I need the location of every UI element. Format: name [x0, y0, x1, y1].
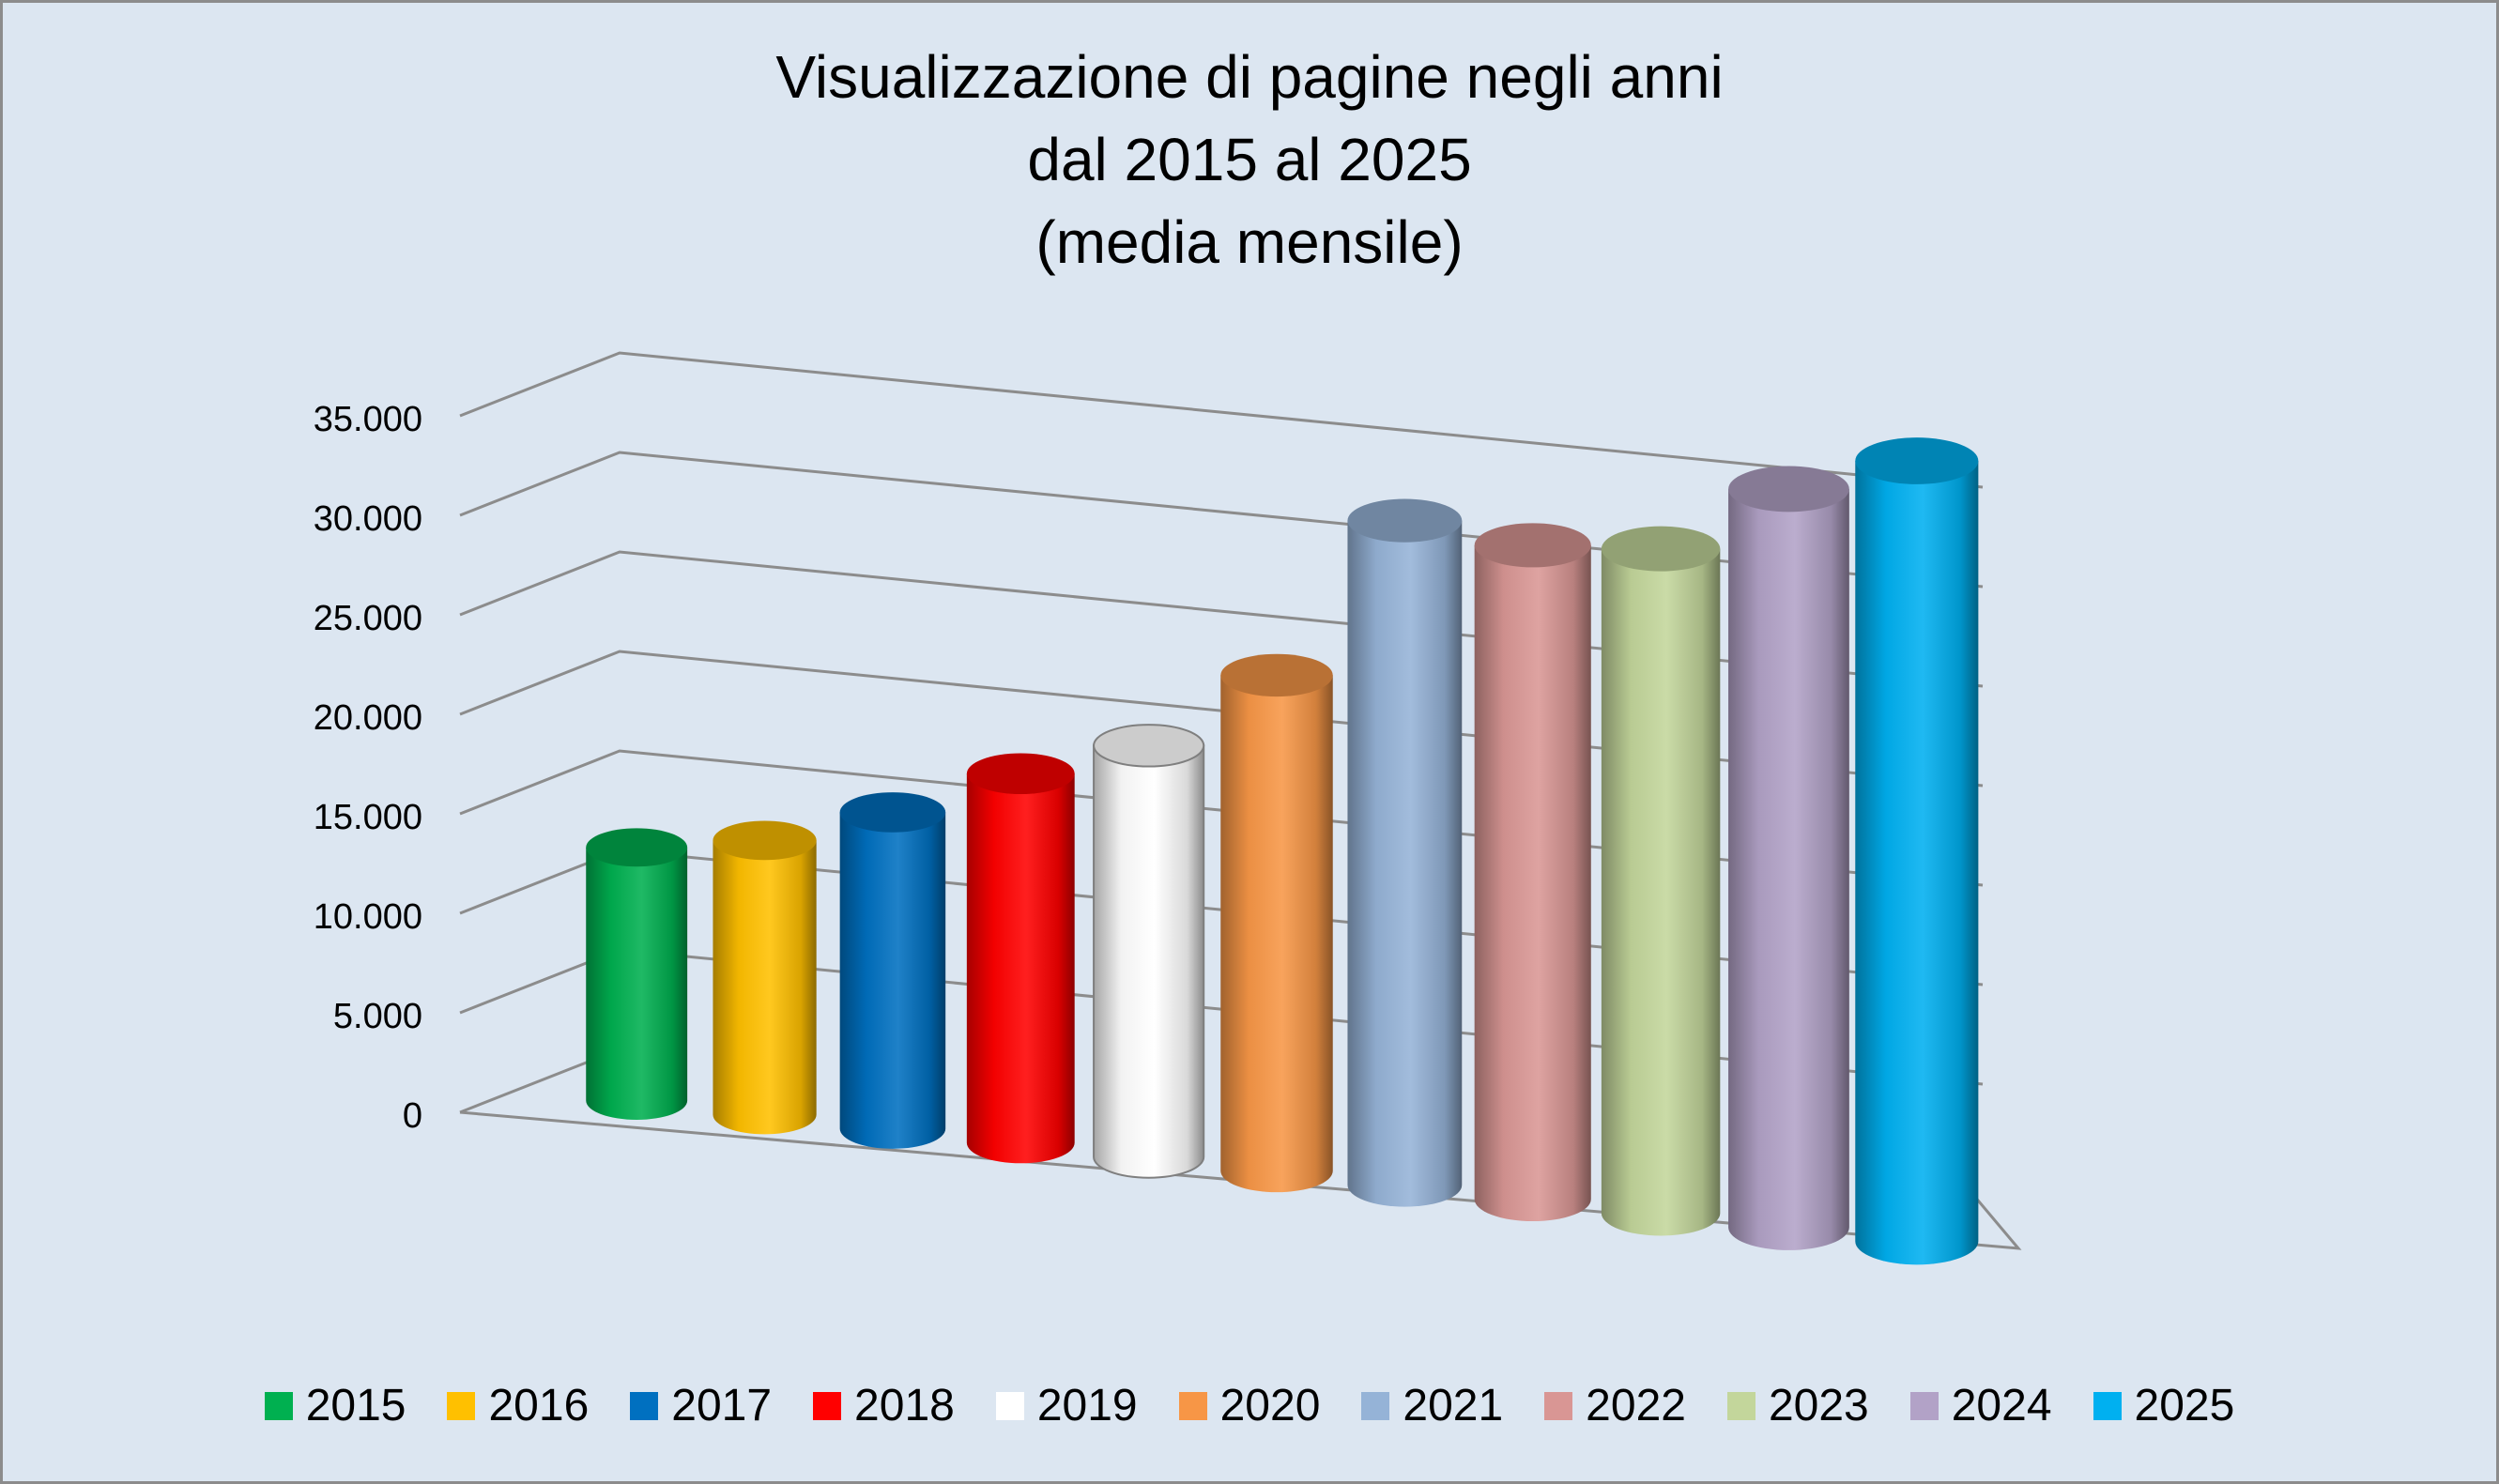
- legend-item-2022: 2022: [1544, 1380, 1686, 1431]
- legend-swatch: [1909, 1391, 1939, 1420]
- bar-body: [966, 773, 1075, 1164]
- bar-body: [1093, 744, 1205, 1179]
- legend-label: 2021: [1403, 1381, 1504, 1430]
- bar-body: [839, 812, 946, 1149]
- bar-top: [966, 753, 1075, 795]
- legend-item-2019: 2019: [995, 1380, 1138, 1431]
- legend: 2015 2016 2017 2018 2019 2020 2021 2022 2023 2024…: [0, 1380, 2499, 1431]
- bar-2021: [1347, 498, 1463, 1207]
- chart-title-line-1: Visualizzazione di pagine negli anni: [775, 43, 1724, 111]
- y-axis-ticks: 0 5.000 10.000 15.000 20.000 25.000 30.000 35.0…: [314, 400, 422, 1136]
- bar-2015: [586, 828, 688, 1120]
- legend-swatch: [1544, 1391, 1573, 1420]
- bar-2016: [713, 820, 817, 1135]
- legend-swatch: [1178, 1391, 1207, 1420]
- legend-swatch: [2093, 1391, 2122, 1420]
- bar-2024: [1728, 466, 1849, 1250]
- bar-body: [713, 840, 817, 1135]
- legend-swatch: [995, 1391, 1024, 1420]
- y-tick-label: 10.000: [314, 897, 422, 937]
- bar-top: [1220, 653, 1333, 697]
- y-tick-label: 5.000: [333, 997, 422, 1036]
- legend-label: 2022: [1586, 1381, 1686, 1430]
- bar-top: [839, 792, 946, 833]
- chart-title-line-3: (media mensile): [1035, 208, 1464, 276]
- bar-body: [1220, 675, 1333, 1193]
- legend-label: 2024: [1951, 1381, 2052, 1430]
- bar-top: [1601, 526, 1721, 572]
- bar-2025: [1855, 437, 1979, 1265]
- bar-top: [1474, 523, 1591, 568]
- legend-item-2016: 2016: [447, 1380, 589, 1431]
- bar-body: [1728, 488, 1849, 1250]
- legend-item-2020: 2020: [1178, 1380, 1321, 1431]
- bar-top: [1728, 466, 1849, 513]
- legend-label: 2019: [1036, 1381, 1138, 1430]
- floor-outline: [459, 1110, 2022, 1250]
- y-tick-label: 15.000: [314, 798, 422, 837]
- bar-top: [586, 828, 688, 867]
- legend-item-2018: 2018: [813, 1380, 955, 1431]
- legend-swatch: [1726, 1391, 1755, 1420]
- bars: [586, 437, 1979, 1265]
- bar-2019: [1093, 724, 1205, 1179]
- legend-label: 2015: [305, 1381, 406, 1430]
- bar-top: [1855, 437, 1979, 484]
- bar-body: [1601, 548, 1721, 1236]
- legend-item-2017: 2017: [630, 1380, 772, 1431]
- legend-swatch: [264, 1391, 293, 1420]
- legend-label: 2018: [854, 1381, 955, 1430]
- y-tick-label: 25.000: [314, 599, 422, 638]
- bar-2018: [966, 753, 1075, 1164]
- legend-label: 2025: [2134, 1381, 2235, 1430]
- y-tick-label: 30.000: [314, 499, 422, 539]
- bar-top: [1093, 724, 1205, 768]
- bar-body: [586, 847, 688, 1120]
- legend-label: 2016: [488, 1381, 590, 1430]
- legend-swatch: [1361, 1391, 1390, 1420]
- bar-2020: [1220, 653, 1333, 1193]
- legend-item-2025: 2025: [2093, 1380, 2235, 1431]
- legend-item-2023: 2023: [1726, 1380, 1869, 1431]
- legend-item-2021: 2021: [1361, 1380, 1503, 1431]
- bar-2023: [1601, 526, 1721, 1236]
- y-tick-label: 0: [403, 1096, 422, 1136]
- bar-body: [1855, 461, 1979, 1265]
- legend-label: 2020: [1219, 1381, 1321, 1430]
- legend-label: 2023: [1768, 1381, 1869, 1430]
- y-tick-label: 20.000: [314, 698, 422, 738]
- chart-title: Visualizzazione di pagine negli anni dal…: [0, 36, 2499, 283]
- bar-top: [713, 820, 817, 861]
- bar-body: [1474, 544, 1591, 1222]
- legend-swatch: [630, 1391, 659, 1420]
- bar-body: [1347, 520, 1463, 1207]
- bar-2022: [1474, 523, 1591, 1222]
- bar-top: [1347, 498, 1463, 543]
- legend-item-2015: 2015: [264, 1380, 406, 1431]
- legend-label: 2017: [671, 1381, 773, 1430]
- bar-2017: [839, 792, 946, 1149]
- y-tick-label: 35.000: [314, 400, 422, 439]
- chart-title-line-2: dal 2015 al 2025: [1027, 126, 1472, 193]
- gridline: [459, 351, 1984, 489]
- legend-swatch: [813, 1391, 842, 1420]
- legend-item-2024: 2024: [1909, 1380, 2052, 1431]
- legend-swatch: [447, 1391, 476, 1420]
